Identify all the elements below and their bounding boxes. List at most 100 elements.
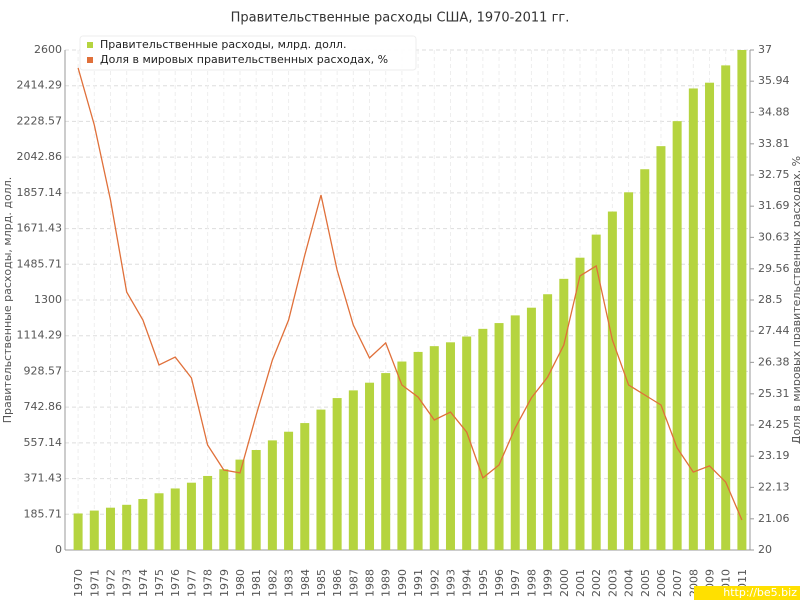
x-tick-label: 2005 [639, 569, 652, 597]
watermark-bg [694, 586, 800, 600]
y2-tick-label: 29.56 [758, 262, 790, 275]
y-tick-label: 185.71 [24, 507, 63, 520]
x-tick-label: 2006 [655, 569, 668, 597]
y-tick-label: 928.57 [24, 364, 63, 377]
y2-tick-label: 33.81 [758, 137, 790, 150]
bar [186, 482, 196, 550]
bar [688, 88, 698, 550]
x-tick-label: 2002 [590, 569, 603, 597]
bar [397, 361, 407, 550]
x-tick-label: 1979 [218, 569, 231, 597]
y2-tick-label: 31.69 [758, 199, 790, 212]
bar [705, 82, 715, 550]
y-tick-label: 1114.29 [17, 329, 63, 342]
x-tick-label: 1986 [331, 569, 344, 597]
y2-tick-label: 28.5 [758, 293, 783, 306]
y2-tick-label: 24.25 [758, 418, 790, 431]
y2-tick-label: 20 [758, 543, 772, 556]
bar [300, 423, 310, 550]
bar [413, 351, 423, 550]
x-tick-label: 1990 [396, 569, 409, 597]
bar [575, 257, 585, 550]
y-tick-label: 2042.86 [17, 150, 63, 163]
y-axis-label: Правительственные расходы, млрд. долл. [1, 177, 14, 423]
x-tick-label: 1984 [299, 569, 312, 597]
bar [170, 488, 180, 550]
x-tick-label: 1991 [412, 569, 425, 597]
watermark: http://be5.biz [723, 586, 797, 599]
bar [737, 50, 747, 550]
y2-tick-label: 32.75 [758, 168, 790, 181]
x-tick-label: 1975 [153, 569, 166, 597]
x-tick-label: 1976 [169, 569, 182, 597]
bar [462, 336, 472, 550]
bar [543, 294, 553, 550]
bar [284, 431, 294, 550]
bar [510, 315, 520, 550]
bar [381, 373, 391, 550]
x-tick-label: 1999 [542, 569, 555, 597]
y2-tick-label: 34.88 [758, 105, 790, 118]
x-tick-label: 2004 [623, 569, 636, 597]
bar [332, 398, 342, 550]
y-tick-label: 1485.71 [17, 257, 63, 270]
legend-label: Правительственные расходы, млрд. долл. [100, 38, 346, 51]
y-tick-label: 1300 [34, 293, 62, 306]
x-tick-label: 1989 [380, 569, 393, 597]
line [77, 67, 743, 521]
y-tick-label: 742.86 [24, 400, 63, 413]
bar [348, 390, 358, 550]
y-tick-label: 371.43 [24, 472, 63, 485]
y2-tick-label: 30.63 [758, 230, 790, 243]
bar [316, 409, 326, 550]
bar [656, 146, 666, 550]
y2-tick-label: 37 [758, 43, 772, 56]
bar [494, 323, 504, 550]
bar [89, 510, 99, 550]
legend-label: Доля в мировых правительственных расхода… [100, 53, 388, 66]
x-tick-label: 1996 [493, 569, 506, 597]
legend-swatch [87, 57, 93, 63]
y-tick-label: 1857.14 [17, 186, 63, 199]
y-tick-label: 2600 [34, 43, 62, 56]
bar [607, 211, 617, 551]
bar [138, 499, 148, 550]
bar [640, 169, 650, 550]
y-tick-label: 557.14 [24, 436, 63, 449]
x-tick-label: 1993 [444, 569, 457, 597]
bar [235, 459, 245, 550]
x-tick-label: 1981 [250, 569, 263, 597]
bar [624, 192, 634, 551]
y-tick-label: 2228.57 [17, 114, 63, 127]
bar [154, 493, 164, 550]
y2-tick-label: 21.06 [758, 512, 790, 525]
y2-axis-label: Доля в мировых правительственных расхода… [790, 156, 800, 444]
x-tick-label: 1973 [121, 569, 134, 597]
x-tick-label: 1983 [283, 569, 296, 597]
x-tick-label: 1995 [477, 569, 490, 597]
x-tick-label: 2003 [606, 569, 619, 597]
legend-swatch [87, 42, 93, 48]
y2-tick-label: 35.94 [758, 74, 790, 87]
x-tick-label: 1974 [137, 569, 150, 597]
x-tick-label: 1982 [266, 569, 279, 597]
bar [73, 513, 83, 550]
x-tick-label: 1978 [202, 569, 215, 597]
bar [559, 278, 569, 550]
legend-box [79, 35, 417, 71]
bar [267, 440, 277, 550]
bar [672, 121, 682, 551]
x-tick-label: 1977 [185, 569, 198, 597]
bar [429, 346, 439, 550]
y-tick-label: 1671.43 [17, 222, 63, 235]
y2-tick-label: 25.31 [758, 387, 790, 400]
bar [219, 469, 229, 550]
y-tick-label: 0 [55, 543, 62, 556]
x-tick-label: 1994 [461, 569, 474, 597]
x-tick-label: 1988 [364, 569, 377, 597]
bar [721, 65, 731, 550]
bar [203, 475, 213, 550]
y-tick-label: 2414.29 [17, 79, 63, 92]
y2-tick-label: 23.19 [758, 449, 790, 462]
bar [445, 342, 455, 550]
